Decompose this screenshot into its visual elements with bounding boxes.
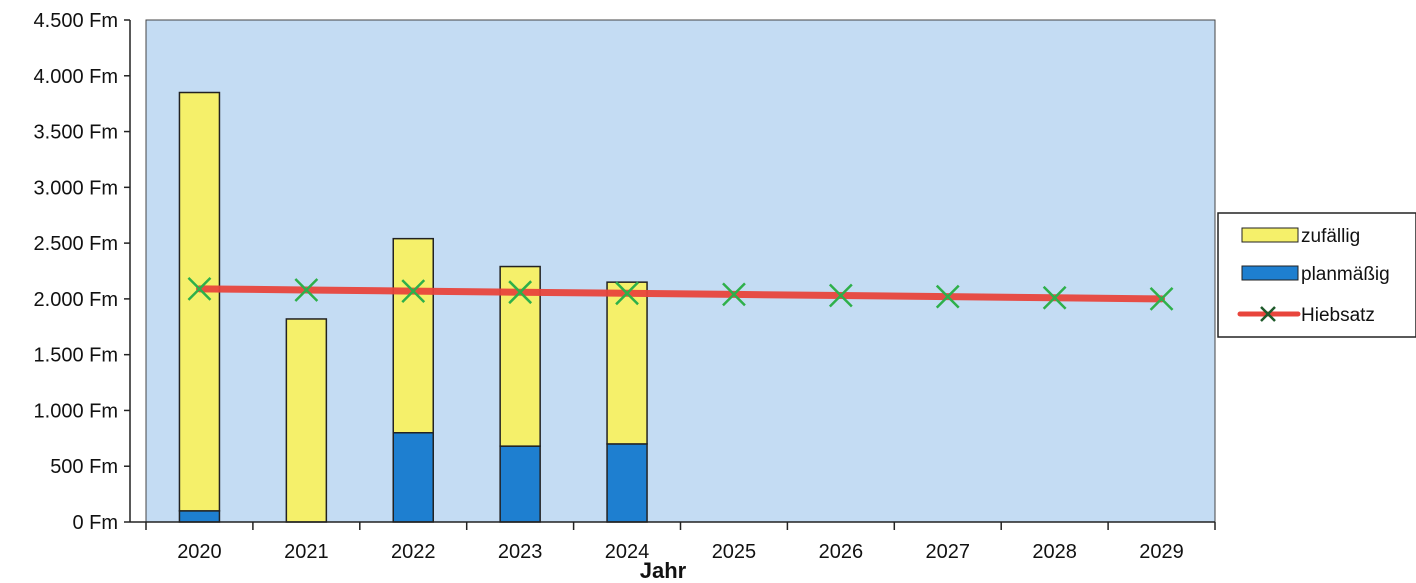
- hiebsatz-line: [195, 285, 1166, 303]
- bar-segment: [606, 443, 648, 523]
- hiebsatz-marker: [401, 279, 426, 303]
- bar-segment: [499, 265, 541, 447]
- bar-segment: [606, 281, 648, 445]
- y-tick-label: 4.000 Fm: [34, 66, 118, 88]
- x-tick-label: 2026: [819, 541, 864, 563]
- bar-segment: [392, 237, 434, 434]
- x-axis-ticks: 2020 2021 2022 2023 2024 2025 2026 2027 2028 2029: [145, 522, 1216, 563]
- x-tick-label: 2028: [1032, 541, 1077, 563]
- hiebsatz-marker: [508, 280, 533, 305]
- bar-segment: [499, 445, 541, 523]
- legend-marker-hiebsatz: [1260, 306, 1276, 322]
- hiebsatz-marker: [1149, 287, 1174, 311]
- hiebsatz-marker: [935, 284, 960, 309]
- legend-label-zufaellig: zufällig: [1301, 226, 1360, 247]
- hiebsatz-marker: [1042, 285, 1067, 310]
- x-tick-label: 2021: [284, 541, 329, 563]
- bar-segment: [178, 510, 221, 523]
- y-tick-label: 3.500 Fm: [34, 122, 118, 144]
- hiebsatz-layer: [187, 276, 1174, 311]
- hiebsatz-marker: [722, 282, 746, 307]
- y-tick-label: 2.000 Fm: [34, 289, 118, 311]
- bar-segment: [285, 318, 328, 523]
- x-tick-label: 2027: [926, 541, 971, 563]
- x-tick-label: 2029: [1139, 541, 1184, 563]
- x-tick-label: 2020: [177, 541, 222, 563]
- legend-label-hiebsatz: Hiebsatz: [1301, 305, 1375, 326]
- y-tick-label: 4.500 Fm: [34, 10, 118, 32]
- hiebsatz-marker: [187, 276, 212, 301]
- hiebsatz-marker: [294, 278, 319, 302]
- x-tick-label: 2022: [391, 541, 436, 563]
- bar-segment: [392, 432, 434, 523]
- y-axis-ticks: 0 Fm 500 Fm 1.000 Fm 1.500 Fm 2.000 Fm 2.500 …: [34, 10, 130, 534]
- y-tick-label: 1.000 Fm: [34, 400, 118, 422]
- x-tick-label: 2023: [498, 541, 543, 563]
- hiebsatz-marker: [615, 281, 639, 306]
- x-tick-label: 2025: [712, 541, 757, 563]
- x-axis-title: Jahr: [640, 558, 687, 583]
- y-tick-label: 1.500 Fm: [34, 345, 118, 367]
- legend-swatch-planmaessig: [1241, 265, 1299, 281]
- legend: zufällig planmäßig Hiebsatz: [1217, 212, 1416, 338]
- bar-segment: [178, 91, 221, 512]
- hiebsatz-marker: [828, 283, 853, 308]
- legend-swatch-zufaellig: [1241, 227, 1299, 243]
- bars: [178, 91, 648, 523]
- x-tick-label: 2024: [605, 541, 650, 563]
- legend-label-planmaessig: planmäßig: [1301, 264, 1390, 285]
- y-tick-label: 0 Fm: [72, 512, 118, 534]
- y-tick-label: 500 Fm: [50, 456, 118, 478]
- y-tick-label: 3.000 Fm: [34, 177, 118, 199]
- y-tick-label: 2.500 Fm: [34, 233, 118, 255]
